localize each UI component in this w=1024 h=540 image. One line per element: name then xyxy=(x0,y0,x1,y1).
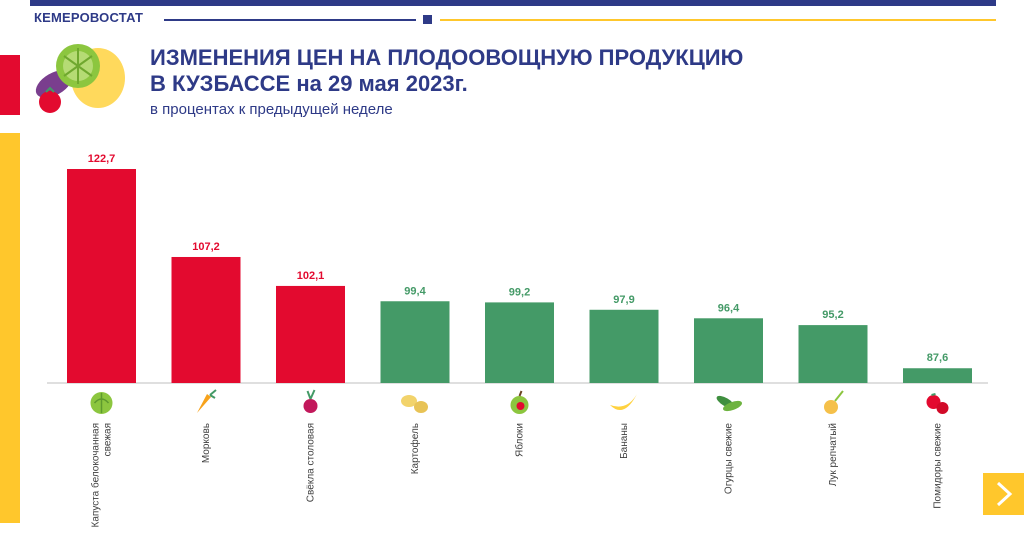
data-label: 122,7 xyxy=(88,153,116,165)
category-label: Свёкла столовая xyxy=(306,423,317,502)
category-label: Огурцы свежие xyxy=(724,423,735,494)
data-label: 102,1 xyxy=(297,270,325,282)
data-label: 97,9 xyxy=(613,294,634,306)
side-accent-red xyxy=(0,55,20,115)
data-label: 87,6 xyxy=(927,352,948,364)
bar xyxy=(903,368,972,383)
bar xyxy=(694,318,763,383)
data-label: 99,2 xyxy=(509,286,530,298)
top-accent-bar xyxy=(30,0,996,6)
tomato-icon xyxy=(926,393,949,414)
category-label: Яблоки xyxy=(514,423,526,457)
data-label: 95,2 xyxy=(822,309,843,321)
carrot-icon xyxy=(197,389,217,413)
apple-icon xyxy=(510,390,529,414)
title-line-1: ИЗМЕНЕНИЯ ЦЕН НА ПЛОДООВОЩНУЮ ПРОДУКЦИЮ xyxy=(150,45,744,70)
vegetables-logo xyxy=(35,44,125,113)
data-label: 107,2 xyxy=(192,241,220,253)
data-label: 99,4 xyxy=(404,285,426,297)
beet-icon xyxy=(303,389,318,413)
category-label: Бананы xyxy=(619,423,630,459)
title-line-2: В КУЗБАССЕ на 29 мая 2023г. xyxy=(150,71,468,96)
bar xyxy=(798,325,868,383)
bar xyxy=(276,285,345,383)
category-label: Капуста белокочаннаясвежая xyxy=(90,423,114,527)
potato-icon xyxy=(401,395,428,413)
side-accent-yellow xyxy=(0,133,20,523)
category-label: Лук репчатый xyxy=(828,423,839,486)
header-rule-yellow xyxy=(440,19,996,21)
header-square xyxy=(423,15,432,24)
chart-title: ИЗМЕНЕНИЯ ЦЕН НА ПЛОДООВОЩНУЮ ПРОДУКЦИЮ … xyxy=(150,45,743,97)
category-label: Морковь xyxy=(201,423,212,463)
bar xyxy=(485,302,554,383)
chevron-right-icon xyxy=(996,481,1013,507)
next-slide-button[interactable] xyxy=(983,473,1024,515)
banana-icon xyxy=(610,394,637,411)
bar xyxy=(380,301,450,383)
cucumber-icon xyxy=(716,395,742,412)
chart-subtitle: в процентах к предыдущей неделе xyxy=(150,101,393,118)
category-label: Картофель xyxy=(409,423,421,474)
bar xyxy=(171,256,241,383)
brand-label: КЕМЕРОВОСТАТ xyxy=(34,10,144,25)
category-label: Помидоры свежие xyxy=(933,423,944,509)
data-label: 96,4 xyxy=(718,302,740,314)
bar xyxy=(589,309,659,383)
bar xyxy=(67,169,136,383)
cabbage-icon xyxy=(90,392,113,414)
header-rule-blue xyxy=(164,19,416,21)
onion-icon xyxy=(824,390,844,414)
